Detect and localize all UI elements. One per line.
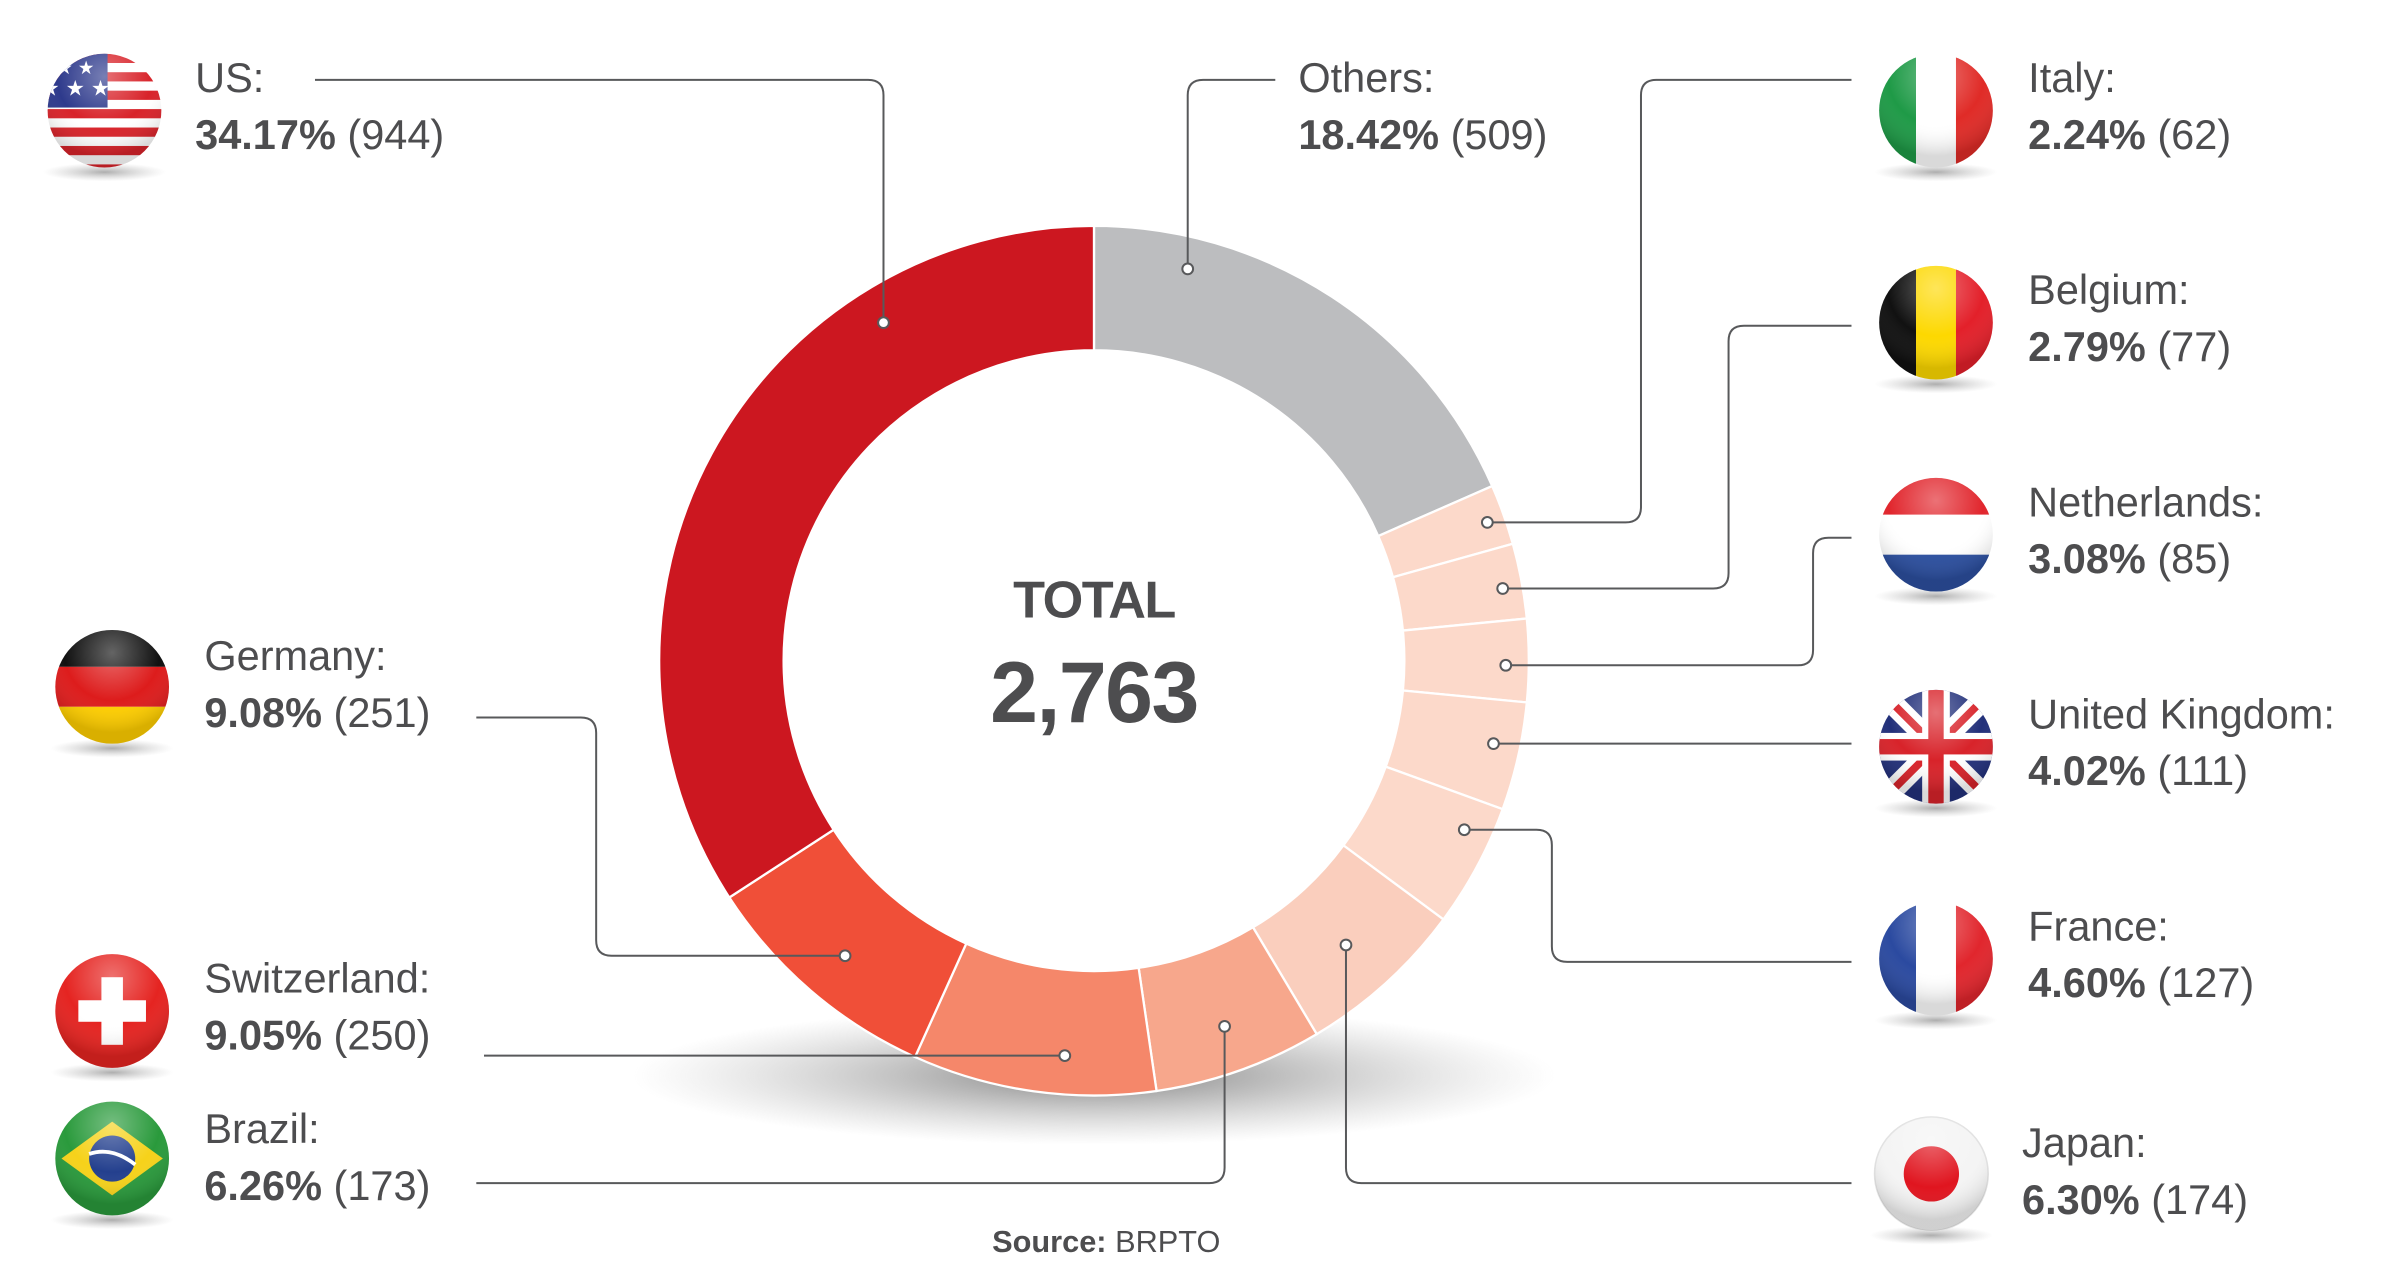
leader-dots	[838, 262, 1513, 1062]
donut-slices	[658, 224, 1530, 1097]
germany-flag-icon	[50, 629, 174, 758]
slice-netherlands	[1401, 617, 1530, 704]
label-switzerland: Switzerland: 9.05% (250)	[204, 951, 430, 1065]
leader-line-germany	[476, 716, 846, 957]
dot-italy	[1480, 516, 1494, 529]
label-percent: 3.08%	[2028, 536, 2146, 583]
source-value: BRPTO	[1115, 1226, 1221, 1260]
source-note: Source: BRPTO	[860, 1226, 1352, 1261]
slice-others	[1092, 224, 1494, 538]
label-italy: Italy: 2.24% (62)	[2028, 51, 2231, 165]
label-germany: Germany: 9.08% (251)	[204, 628, 430, 742]
leader-line-france	[1464, 828, 1852, 963]
dot-uk	[1487, 737, 1500, 751]
leader-lines	[314, 78, 1852, 1185]
france-flag-icon	[1874, 901, 1998, 1030]
label-count: (62)	[2157, 112, 2232, 159]
label-percent: 9.08%	[204, 689, 322, 736]
leader-line-us	[314, 78, 885, 323]
dot-others	[1181, 262, 1195, 276]
dot-japan	[1339, 938, 1353, 952]
label-name: France:	[2028, 903, 2169, 950]
label-others: Others: 18.42% (509)	[1298, 51, 1547, 165]
netherlands-flag-icon	[1874, 477, 1998, 606]
center-total-label: TOTAL	[1013, 571, 1176, 630]
label-count: (111)	[2157, 748, 2249, 795]
label-count: (174)	[2151, 1176, 2249, 1224]
label-japan: Japan: 6.30% (174)	[2022, 1115, 2248, 1229]
label-count: (251)	[333, 689, 431, 736]
label-netherlands: Netherlands: 3.08% (85)	[2028, 475, 2263, 589]
leader-line-netherlands	[1505, 536, 1852, 667]
label-uk: United Kingdom: 4.02% (111)	[2028, 687, 2335, 801]
label-percent: 2.24%	[2028, 112, 2146, 159]
label-name: Italy:	[2028, 55, 2116, 102]
label-percent: 6.26%	[204, 1163, 322, 1210]
label-belgium: Belgium: 2.79% (77)	[2028, 263, 2231, 377]
label-name: Germany:	[204, 633, 387, 680]
source-label: Source:	[992, 1226, 1107, 1260]
label-percent: 18.42%	[1298, 112, 1440, 159]
label-percent: 9.05%	[204, 1012, 322, 1059]
leader-line-japan	[1344, 944, 1852, 1185]
slice-us	[658, 224, 1096, 900]
switzerland-flag-icon	[50, 954, 174, 1082]
brazil-flag-icon	[50, 1101, 174, 1230]
label-count: (509)	[1450, 112, 1548, 159]
dot-switzerland	[1058, 1049, 1072, 1062]
dot-brazil	[1218, 1020, 1231, 1033]
label-count: (944)	[347, 112, 445, 159]
center-total-value: 2,763	[990, 643, 1199, 741]
uk-flag-icon	[1874, 689, 1998, 818]
label-brazil: Brazil: 6.26% (173)	[204, 1102, 430, 1216]
label-count: (85)	[2157, 536, 2232, 583]
label-percent: 6.30%	[2022, 1176, 2140, 1224]
dot-us	[877, 316, 890, 330]
label-name: Brazil:	[204, 1106, 320, 1153]
label-percent: 2.79%	[2028, 324, 2146, 371]
label-france: France: 4.60% (127)	[2028, 899, 2254, 1013]
leader-line-italy	[1487, 78, 1852, 524]
label-name: Netherlands:	[2028, 479, 2264, 526]
label-name: Switzerland:	[204, 955, 431, 1002]
label-name: Belgium:	[2028, 267, 2190, 314]
label-percent: 4.60%	[2028, 960, 2146, 1007]
leader-line-others	[1186, 78, 1276, 269]
italy-flag-icon	[1874, 53, 1998, 182]
label-name: Japan:	[2022, 1120, 2147, 1167]
belgium-flag-icon	[1874, 265, 1998, 394]
dot-france	[1457, 823, 1471, 837]
japan-flag-icon	[1869, 1116, 1993, 1245]
label-count: (127)	[2157, 960, 2255, 1007]
label-count: (77)	[2157, 324, 2232, 371]
label-percent: 4.02%	[2028, 748, 2146, 795]
label-name: US:	[195, 55, 265, 102]
leader-line-brazil	[476, 1026, 1226, 1185]
label-percent: 34.17%	[195, 112, 336, 159]
us-flag-icon: ★ ★ ★ ★ ★	[43, 53, 166, 182]
dot-germany	[838, 949, 852, 963]
label-count: (250)	[333, 1012, 431, 1059]
label-name: Others:	[1298, 55, 1435, 102]
dot-netherlands	[1499, 658, 1513, 672]
label-count: (173)	[333, 1163, 431, 1210]
leader-line-belgium	[1502, 324, 1852, 590]
label-us: US: 34.17% (944)	[195, 51, 444, 165]
label-name: United Kingdom:	[2028, 691, 2335, 738]
dot-belgium	[1496, 582, 1510, 595]
